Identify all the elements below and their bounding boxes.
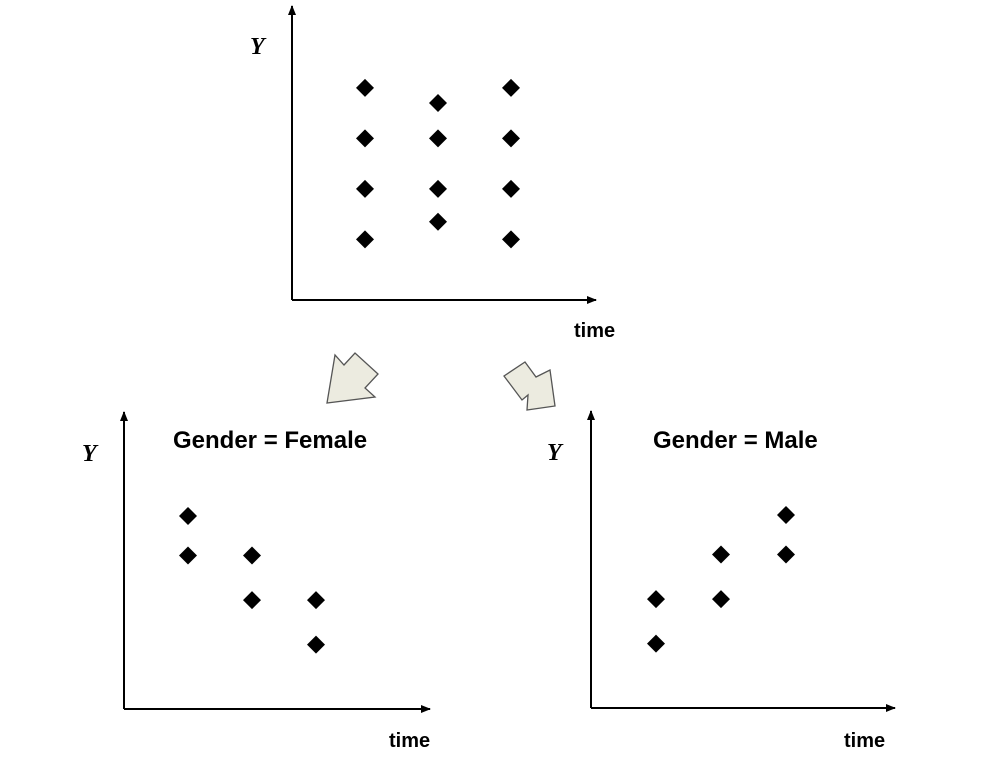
female-scatter-panel: Y time Gender = Female (82, 411, 431, 752)
data-points (647, 505, 795, 653)
y-axis-label: Y (547, 440, 564, 466)
y-axis-label: Y (82, 441, 99, 467)
data-point-5 (777, 505, 795, 524)
x-axis-label: time (844, 730, 885, 752)
data-point-2 (179, 546, 197, 565)
data-point-5 (429, 94, 447, 113)
data-point-11 (502, 179, 520, 198)
data-point-4 (356, 230, 374, 249)
split-arrow-left (326, 352, 379, 404)
data-point-12 (502, 230, 520, 249)
panel-title: Gender = Female (173, 427, 367, 454)
male-scatter-panel: Y time Gender = Male (547, 410, 896, 752)
data-point-3 (243, 546, 261, 565)
data-point-1 (179, 506, 197, 525)
x-axis-label: time (574, 320, 615, 342)
x-axis-label: time (389, 730, 430, 752)
data-point-9 (502, 78, 520, 97)
panel-title: Gender = Male (653, 427, 818, 454)
data-point-2 (647, 634, 665, 653)
data-point-1 (356, 78, 374, 97)
data-point-6 (429, 129, 447, 148)
data-points (179, 506, 325, 654)
arrow-to-female-icon (326, 352, 379, 404)
data-point-4 (243, 591, 261, 610)
data-point-2 (356, 129, 374, 148)
arrow-to-male-icon (503, 361, 556, 411)
data-point-10 (502, 129, 520, 148)
data-point-3 (712, 545, 730, 564)
data-point-6 (777, 545, 795, 564)
data-point-3 (356, 179, 374, 198)
y-axis-label: Y (250, 34, 267, 60)
data-points (356, 78, 520, 249)
data-point-1 (647, 590, 665, 609)
combined-scatter-panel: Y time (250, 5, 615, 342)
data-point-5 (307, 591, 325, 610)
split-arrow-right (503, 361, 556, 411)
data-point-7 (429, 179, 447, 198)
data-point-6 (307, 635, 325, 654)
data-point-4 (712, 590, 730, 609)
data-point-8 (429, 212, 447, 231)
